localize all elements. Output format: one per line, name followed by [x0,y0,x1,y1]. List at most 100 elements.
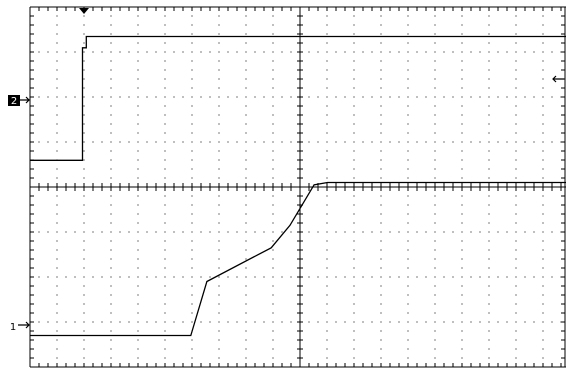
grid-dot [371,321,373,323]
grid-dot [380,330,382,332]
grid-dot [83,24,85,26]
grid-dot [245,258,247,260]
grid-dot [182,141,184,143]
grid-dot [326,204,328,206]
grid-dot [380,213,382,215]
grid-dot [380,276,382,278]
grid-dot [218,258,220,260]
grid-dot [110,222,112,224]
grid-dot [137,195,139,197]
grid-dot [56,249,58,251]
grid-dot [461,51,463,53]
grid-dot [218,267,220,269]
grid-dot [461,357,463,359]
grid-dot [353,42,355,44]
grid-dot [407,339,409,341]
grid-dot [218,357,220,359]
grid-dot [218,24,220,26]
grid-dot [542,258,544,260]
grid-dot [182,231,184,233]
grid-dot [272,105,274,107]
grid-dot [110,294,112,296]
grid-dot [56,285,58,287]
grid-dot [110,348,112,350]
grid-dot [470,96,472,98]
grid-dot [272,312,274,314]
grid-dot [173,141,175,143]
grid-dot [83,303,85,305]
grid-dot [281,276,283,278]
grid-dot [263,276,265,278]
ch2-label: 2 [11,96,17,107]
grid-dot [155,321,157,323]
grid-dot [551,96,553,98]
grid-dot [533,231,535,233]
grid-dot [398,276,400,278]
grid-dot [83,276,85,278]
grid-dot [416,96,418,98]
grid-dot [218,159,220,161]
grid-dot [452,231,454,233]
trace-channel-2 [30,35,566,161]
grid-dot [407,321,409,323]
grid-dot [434,69,436,71]
grid-dot [362,231,364,233]
grid-dot [407,42,409,44]
grid-dot [515,222,517,224]
grid-dot [191,195,193,197]
grid-dot [164,87,166,89]
grid-dot [218,168,220,170]
grid-dot [488,87,490,89]
grid-dot [407,303,409,305]
grid-dot [425,276,427,278]
grid-dot [137,240,139,242]
grid-dot [56,240,58,242]
grid-dot [164,168,166,170]
grid-dot [110,150,112,152]
grid-dot [407,312,409,314]
grid-dot [83,42,85,44]
grid-dot [110,240,112,242]
grid-dot [353,222,355,224]
grid-dot [254,321,256,323]
grid-dot [434,42,436,44]
grid-dot [326,240,328,242]
grid-dot [146,141,148,143]
grid-dot [542,348,544,350]
grid-dot [83,114,85,116]
grid-dot [56,42,58,44]
grid-dot [506,96,508,98]
grid-dot [83,222,85,224]
grid-dot [461,15,463,17]
grid-dot [146,96,148,98]
grid-dot [83,168,85,170]
grid-dot [245,69,247,71]
grid-dot [245,114,247,116]
grid-dot [515,105,517,107]
grid-dot [110,276,112,278]
grid-dot [263,51,265,53]
grid-dot [164,150,166,152]
grid-dot [92,51,94,53]
grid-dot [83,195,85,197]
grid-dot [110,231,112,233]
grid-dot [542,276,544,278]
grid-dot [110,60,112,62]
grid-dot [533,141,535,143]
grid-dot [326,15,328,17]
grid-dot [398,141,400,143]
grid-dot [245,42,247,44]
grid-dot [515,285,517,287]
grid-dot [137,357,139,359]
grid-dot [272,258,274,260]
grid-dot [326,60,328,62]
grid-dot [155,231,157,233]
grid-dot [272,294,274,296]
grid-dot [74,141,76,143]
grid-dot [110,357,112,359]
grid-dot [542,114,544,116]
grid-dot [38,321,40,323]
grid-dot [164,240,166,242]
